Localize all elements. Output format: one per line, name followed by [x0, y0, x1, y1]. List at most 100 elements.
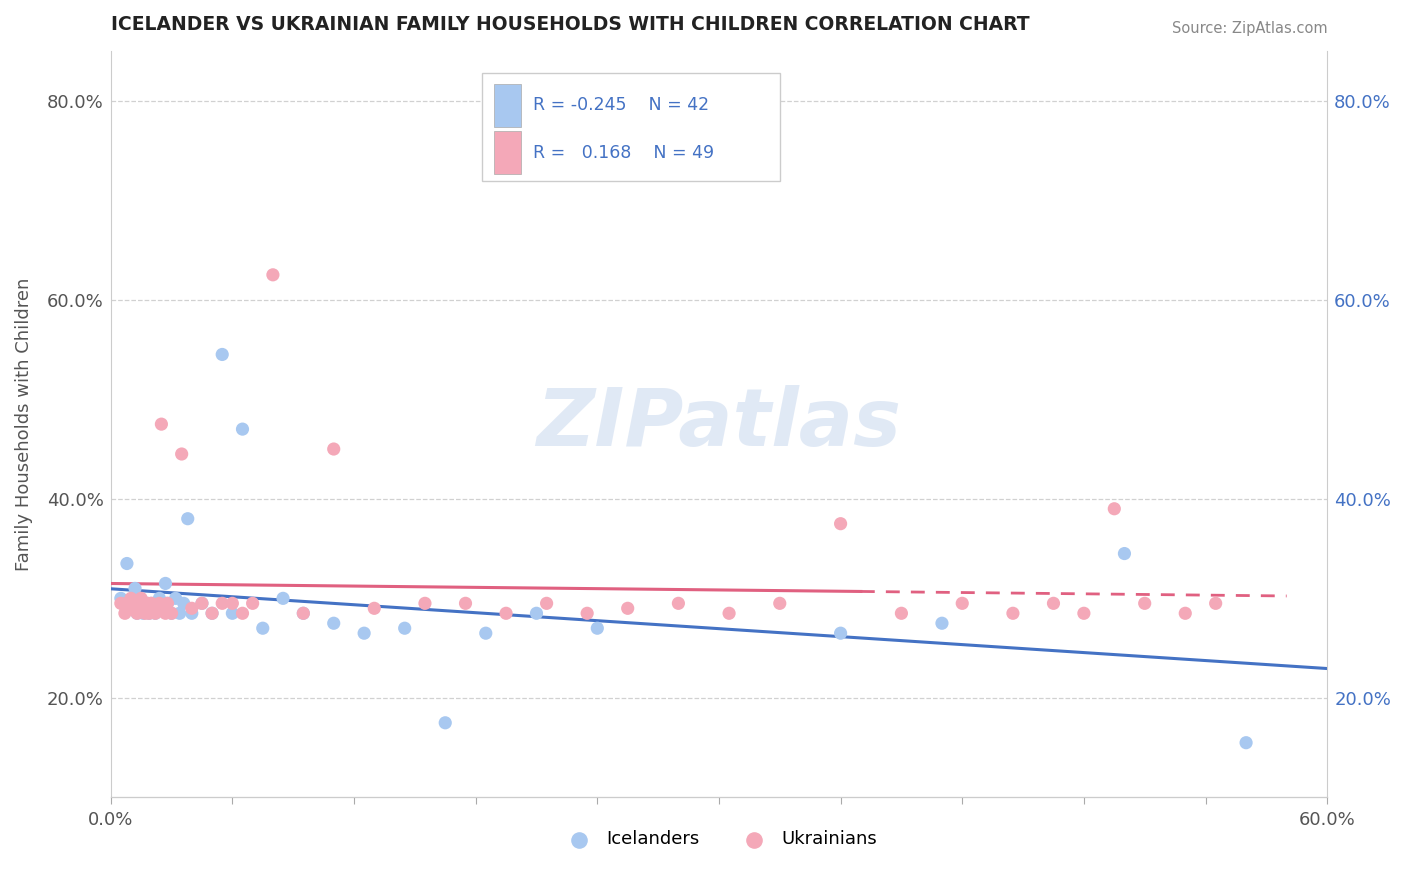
Point — [160, 607, 183, 621]
Point — [668, 596, 690, 610]
Point — [1001, 607, 1024, 621]
Point — [586, 621, 609, 635]
Point — [125, 607, 148, 621]
Point — [150, 596, 173, 610]
Point — [180, 607, 202, 621]
Point — [262, 268, 284, 282]
Point — [173, 596, 195, 610]
Point — [322, 616, 344, 631]
Point — [129, 591, 152, 606]
Point — [125, 607, 148, 621]
Point — [124, 582, 146, 596]
Point — [143, 607, 166, 621]
Point — [526, 607, 548, 621]
Point — [201, 607, 224, 621]
Point — [830, 626, 852, 640]
Point — [292, 607, 315, 621]
Point — [434, 715, 457, 730]
Text: ICELANDER VS UKRAINIAN FAMILY HOUSEHOLDS WITH CHILDREN CORRELATION CHART: ICELANDER VS UKRAINIAN FAMILY HOUSEHOLDS… — [111, 15, 1029, 34]
Point — [134, 596, 156, 610]
Point — [129, 596, 152, 610]
Point — [576, 607, 599, 621]
Point — [191, 596, 214, 610]
Point — [110, 596, 132, 610]
FancyBboxPatch shape — [494, 131, 520, 174]
Point — [141, 596, 163, 610]
Point — [138, 607, 160, 621]
Point — [120, 591, 142, 606]
Point — [221, 596, 243, 610]
Point — [160, 607, 183, 621]
Point — [1174, 607, 1197, 621]
Point — [1073, 607, 1095, 621]
Point — [155, 607, 177, 621]
Point — [221, 607, 243, 621]
Point — [155, 576, 177, 591]
Point — [141, 596, 163, 610]
Point — [177, 512, 200, 526]
Point — [1133, 596, 1156, 610]
Point — [114, 596, 136, 610]
Point — [148, 596, 170, 610]
Point — [1205, 596, 1227, 610]
Point — [271, 591, 294, 606]
Point — [292, 607, 315, 621]
Point — [475, 626, 498, 640]
Point — [132, 601, 155, 615]
Point — [242, 596, 264, 610]
Point — [170, 447, 193, 461]
Point — [252, 621, 274, 635]
Point — [124, 601, 146, 615]
Point — [1042, 596, 1064, 610]
Text: R =   0.168    N = 49: R = 0.168 N = 49 — [533, 145, 714, 162]
Point — [148, 591, 170, 606]
Point — [136, 596, 159, 610]
Point — [322, 442, 344, 456]
Point — [950, 596, 973, 610]
Point — [136, 596, 159, 610]
Point — [718, 607, 741, 621]
Point — [138, 607, 160, 621]
Point — [115, 596, 138, 610]
FancyBboxPatch shape — [494, 84, 520, 127]
Point — [830, 516, 852, 531]
Point — [616, 601, 638, 615]
Point — [110, 591, 132, 606]
Point — [495, 607, 517, 621]
Point — [413, 596, 436, 610]
Point — [156, 596, 179, 610]
Point — [536, 596, 558, 610]
Point — [132, 607, 155, 621]
FancyBboxPatch shape — [482, 73, 780, 181]
Point — [201, 607, 224, 621]
Text: R = -0.245    N = 42: R = -0.245 N = 42 — [533, 95, 709, 113]
Point — [114, 607, 136, 621]
Point — [115, 557, 138, 571]
Text: ZIPatlas: ZIPatlas — [537, 385, 901, 463]
Point — [454, 596, 477, 610]
Point — [231, 607, 253, 621]
Point — [191, 596, 214, 610]
Point — [1234, 736, 1257, 750]
Legend: Icelanders, Ukrainians: Icelanders, Ukrainians — [554, 823, 884, 855]
Text: Source: ZipAtlas.com: Source: ZipAtlas.com — [1171, 21, 1327, 36]
Point — [150, 417, 173, 431]
Y-axis label: Family Households with Children: Family Households with Children — [15, 277, 32, 571]
Point — [363, 601, 385, 615]
Point — [1114, 547, 1136, 561]
Point — [890, 607, 912, 621]
Point — [156, 596, 179, 610]
Point — [143, 607, 166, 621]
Point — [134, 607, 156, 621]
Point — [120, 601, 142, 615]
Point — [211, 596, 233, 610]
Point — [769, 596, 792, 610]
Point — [931, 616, 953, 631]
Point — [211, 347, 233, 361]
Point — [165, 591, 187, 606]
Point — [394, 621, 416, 635]
Point — [169, 607, 191, 621]
Point — [231, 422, 253, 436]
Point — [1104, 501, 1126, 516]
Point — [180, 601, 202, 615]
